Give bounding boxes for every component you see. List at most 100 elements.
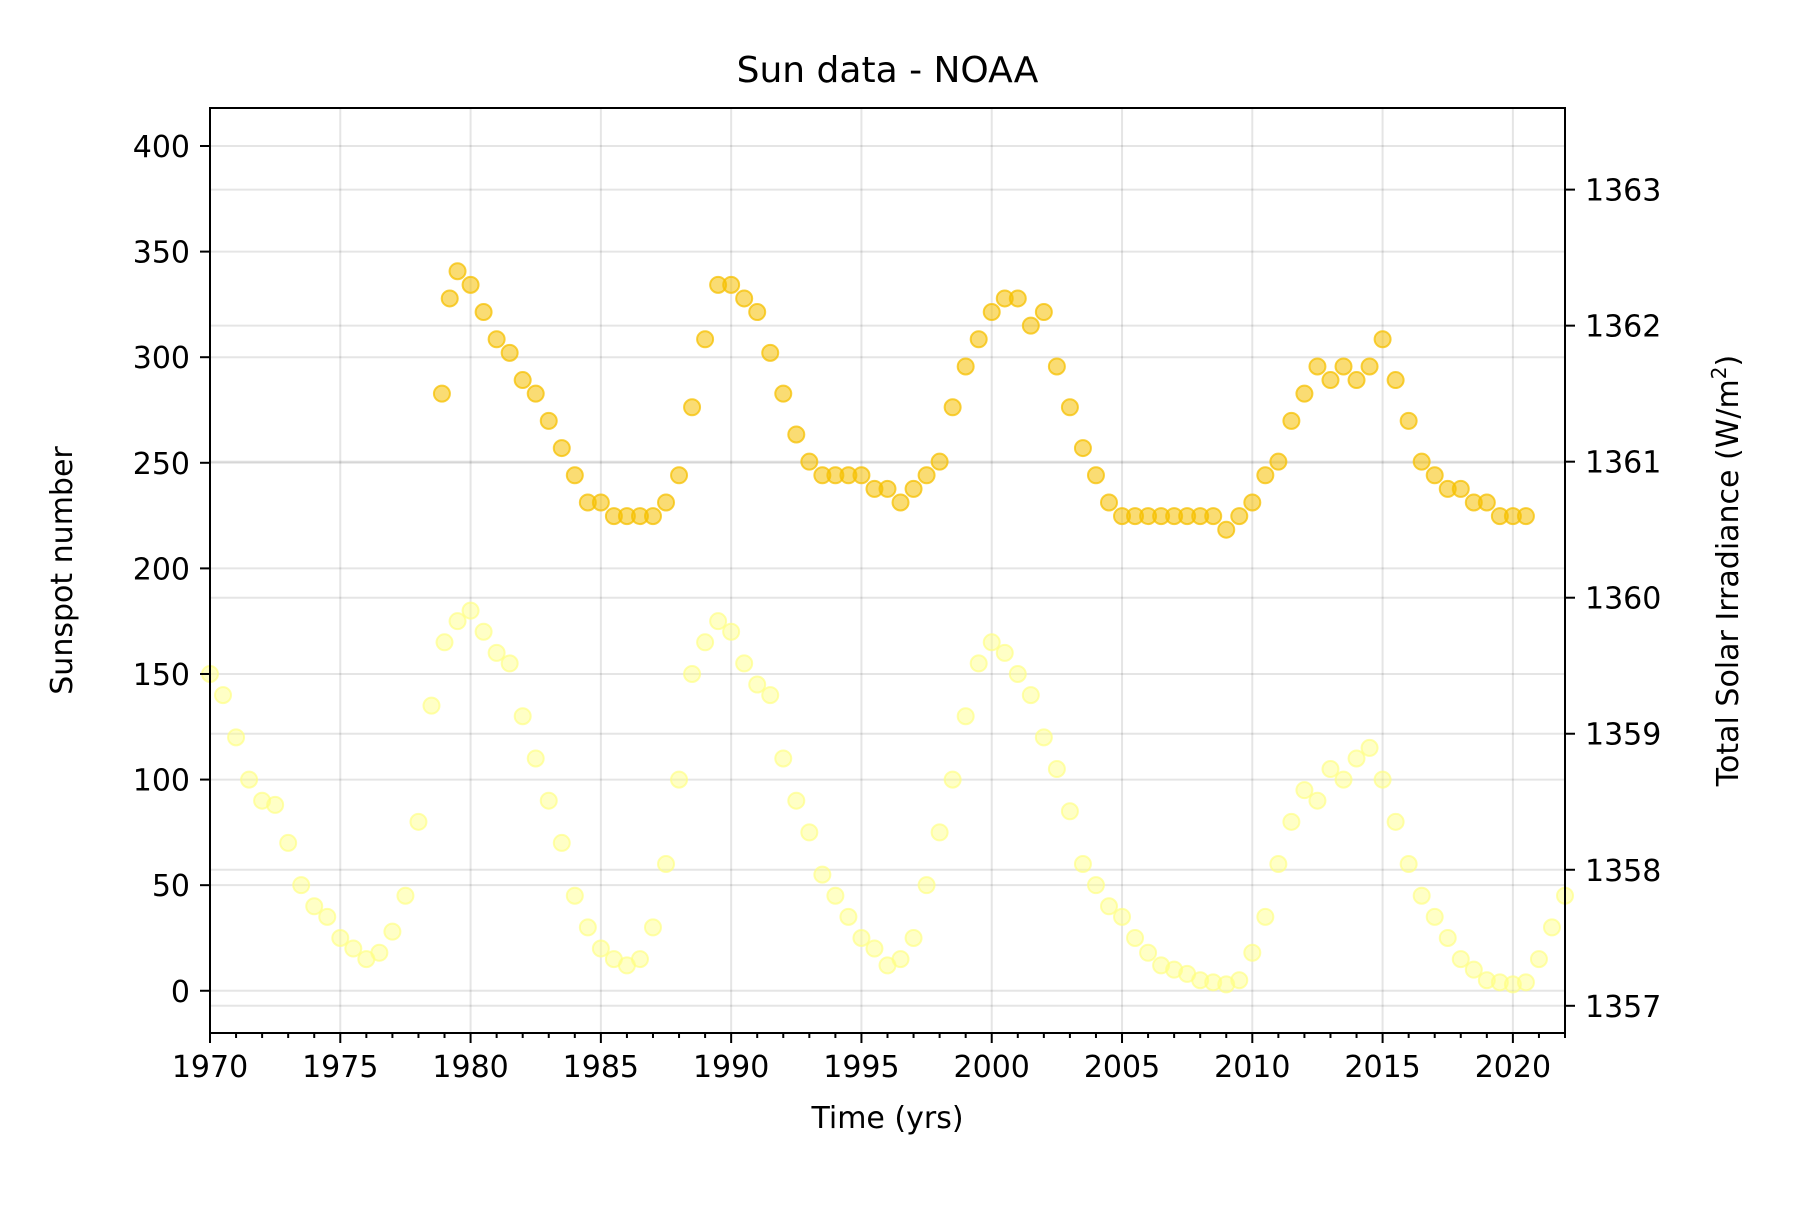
point-s1-62 — [1230, 507, 1249, 526]
point-s0-96 — [1451, 950, 1470, 969]
point-s1-37 — [904, 479, 923, 498]
point-s1-70 — [1334, 357, 1353, 376]
point-s1-72 — [1360, 357, 1379, 376]
x-tick-label-2: 1980 — [432, 1050, 508, 1085]
point-s0-73 — [1152, 956, 1171, 975]
point-s0-30 — [591, 939, 610, 958]
point-s0-102 — [1529, 950, 1548, 969]
point-s1-7 — [513, 371, 532, 390]
point-s0-21 — [474, 622, 493, 641]
point-s1-13 — [591, 493, 610, 512]
y-right-tick-label-4: 1361 — [1585, 446, 1661, 481]
point-s0-95 — [1438, 928, 1457, 947]
point-s0-23 — [500, 654, 519, 673]
point-s1-5 — [487, 330, 506, 349]
point-s0-82 — [1269, 855, 1288, 874]
point-s0-1 — [214, 686, 233, 705]
point-s0-64 — [1034, 728, 1053, 747]
point-s0-62 — [1008, 664, 1027, 683]
grid — [209, 108, 1565, 1033]
point-s0-70 — [1113, 907, 1132, 926]
point-s0-76 — [1191, 971, 1210, 990]
point-s0-92 — [1399, 855, 1418, 874]
point-s1-76 — [1412, 452, 1431, 471]
x-tick-label-3: 1985 — [563, 1050, 639, 1085]
y-axis-right: 1357 1358 1359 1360 1361 1362 1363 — [1565, 174, 1661, 1025]
point-s0-77 — [1204, 973, 1223, 992]
y-left-tick-label-8: 400 — [133, 130, 190, 165]
y-right-tick-label-3: 1360 — [1585, 582, 1661, 617]
point-s0-9 — [318, 907, 337, 926]
point-s0-55 — [917, 876, 936, 895]
point-s0-39 — [709, 612, 728, 631]
point-s0-61 — [995, 643, 1014, 662]
point-s0-91 — [1386, 812, 1405, 831]
point-s1-69 — [1321, 371, 1340, 390]
point-s1-48 — [1047, 357, 1066, 376]
point-s1-47 — [1034, 303, 1053, 322]
point-s0-17 — [422, 696, 441, 715]
point-s1-40 — [943, 398, 962, 417]
point-s0-85 — [1308, 791, 1327, 810]
point-s0-10 — [331, 928, 350, 947]
point-s0-47 — [813, 865, 832, 884]
point-s0-40 — [722, 622, 741, 641]
point-s0-86 — [1321, 760, 1340, 779]
point-s0-33 — [630, 950, 649, 969]
point-s0-48 — [826, 886, 845, 905]
point-s0-50 — [852, 928, 871, 947]
point-s0-49 — [839, 907, 858, 926]
point-s0-28 — [565, 886, 584, 905]
y-right-tick-label-5: 1362 — [1585, 310, 1661, 345]
point-s0-87 — [1334, 770, 1353, 789]
point-s1-49 — [1060, 398, 1079, 417]
point-s1-45 — [1008, 289, 1027, 308]
point-s1-20 — [683, 398, 702, 417]
x-tick-label-0: 1970 — [172, 1050, 248, 1085]
point-s0-88 — [1347, 749, 1366, 768]
point-s0-16 — [409, 812, 428, 831]
point-s0-60 — [982, 633, 1001, 652]
point-s0-58 — [956, 707, 975, 726]
point-s1-29 — [800, 452, 819, 471]
point-s1-28 — [787, 425, 806, 444]
point-s0-24 — [513, 707, 532, 726]
point-s0-25 — [526, 749, 545, 768]
y-left-tick-label-7: 350 — [133, 236, 190, 271]
point-s0-34 — [643, 918, 662, 937]
point-s0-42 — [748, 675, 767, 694]
point-s1-46 — [1021, 316, 1040, 335]
point-s0-5 — [266, 795, 285, 814]
point-s1-60 — [1204, 507, 1223, 526]
point-s1-25 — [748, 303, 767, 322]
point-s0-15 — [396, 886, 415, 905]
point-s1-2 — [448, 262, 467, 281]
point-s0-53 — [891, 950, 910, 969]
point-s0-7 — [292, 876, 311, 895]
point-s0-101 — [1516, 973, 1535, 992]
point-s0-11 — [344, 939, 363, 958]
point-s0-26 — [539, 791, 558, 810]
point-s0-68 — [1086, 876, 1105, 895]
point-s0-90 — [1373, 770, 1392, 789]
series-layer — [201, 262, 1574, 994]
y-left-tick-label-1: 50 — [152, 869, 190, 904]
point-s1-26 — [761, 343, 780, 362]
point-s1-6 — [500, 343, 519, 362]
point-s0-8 — [305, 897, 324, 916]
point-s1-33 — [852, 466, 871, 485]
point-s1-17 — [643, 507, 662, 526]
point-s1-52 — [1099, 493, 1118, 512]
point-s0-99 — [1490, 973, 1509, 992]
point-s0-103 — [1542, 918, 1561, 937]
point-s0-29 — [578, 918, 597, 937]
point-s0-27 — [552, 833, 571, 852]
point-s0-35 — [657, 855, 676, 874]
point-s0-71 — [1126, 928, 1145, 947]
point-s0-89 — [1360, 738, 1379, 757]
point-s0-93 — [1412, 886, 1431, 905]
point-s0-36 — [670, 770, 689, 789]
point-s1-67 — [1295, 384, 1314, 403]
point-s1-68 — [1308, 357, 1327, 376]
